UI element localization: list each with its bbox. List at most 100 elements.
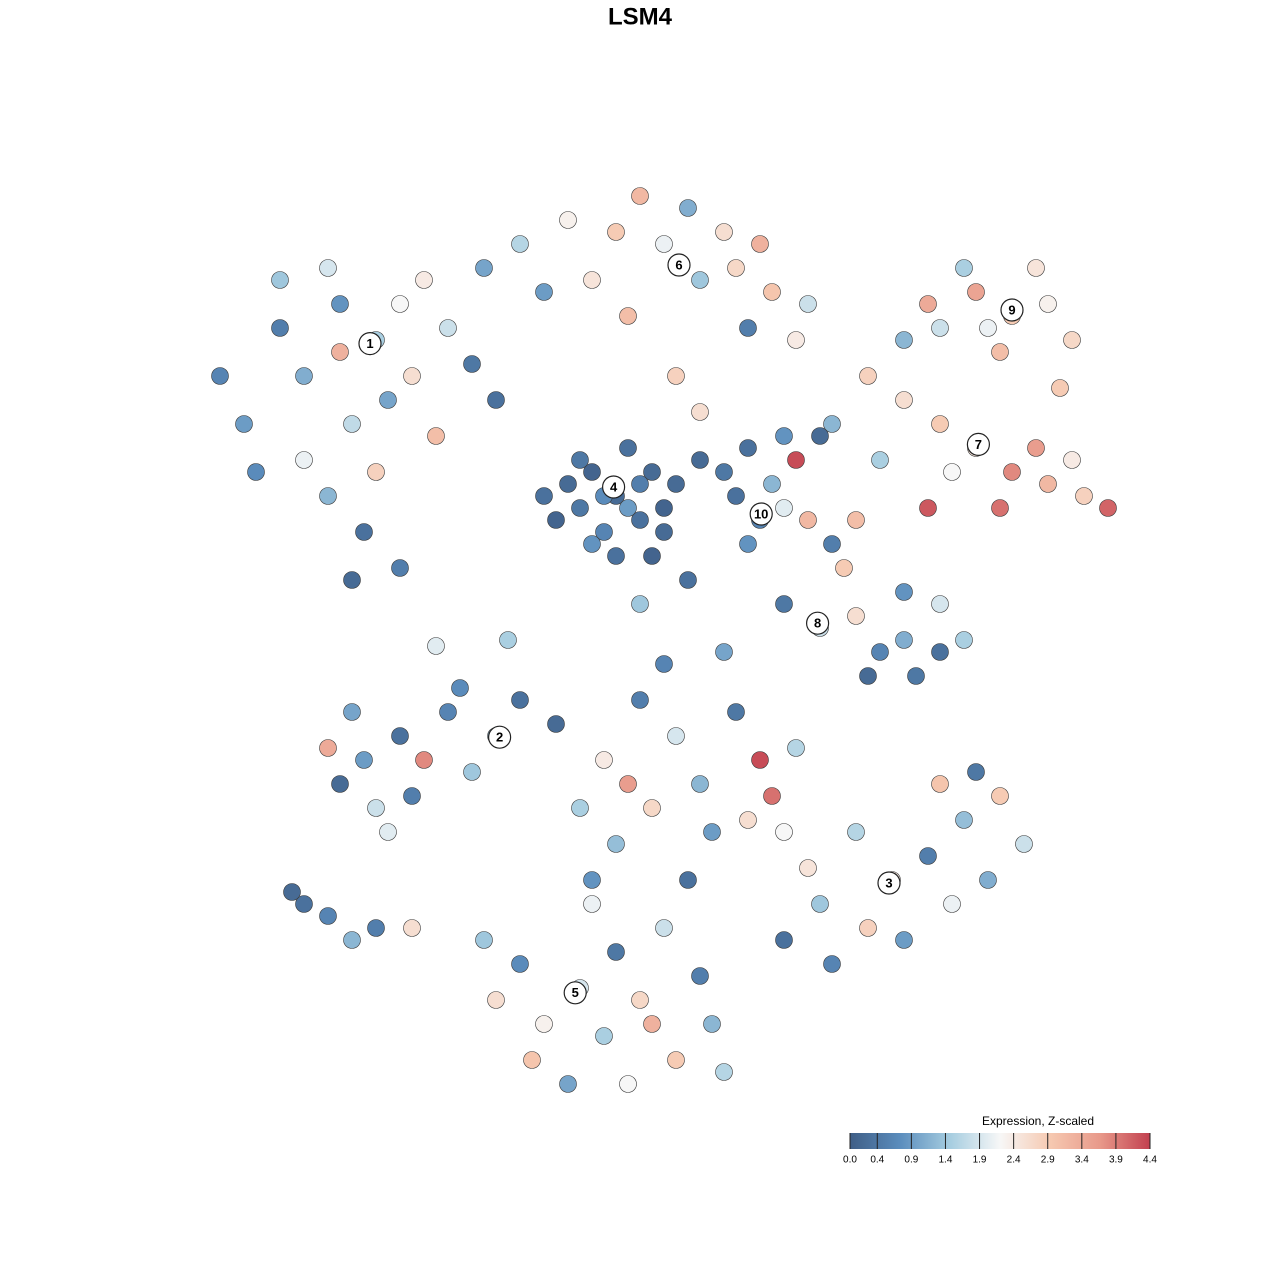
cell-point <box>271 271 289 289</box>
cell-point <box>751 751 769 769</box>
cell-point <box>775 499 793 517</box>
cell-point <box>931 319 949 337</box>
cell-point <box>751 235 769 253</box>
cell-point <box>859 919 877 937</box>
colorbar-tick-label: 2.4 <box>1007 1155 1021 1166</box>
cell-point <box>775 823 793 841</box>
cell-point <box>1015 835 1033 853</box>
cell-point <box>511 691 529 709</box>
cell-point <box>343 571 361 589</box>
colorbar-tick-label: 3.4 <box>1075 1155 1089 1166</box>
cell-point <box>439 703 457 721</box>
cell-point <box>379 391 397 409</box>
cell-point <box>787 331 805 349</box>
cell-point <box>991 343 1009 361</box>
cell-point <box>331 295 349 313</box>
cell-point <box>895 583 913 601</box>
cell-point <box>895 931 913 949</box>
colorbar-tick-label: 0.4 <box>870 1155 884 1166</box>
cell-point <box>715 463 733 481</box>
cell-point <box>775 931 793 949</box>
cell-point <box>535 283 553 301</box>
cell-point <box>343 703 361 721</box>
cell-point <box>607 223 625 241</box>
cell-point <box>475 259 493 277</box>
cell-point <box>799 859 817 877</box>
cluster-label: 6 <box>675 257 682 272</box>
cell-point <box>979 319 997 337</box>
cell-point <box>1039 295 1057 313</box>
cell-point <box>643 547 661 565</box>
cell-point <box>715 643 733 661</box>
cluster-label-badge <box>966 432 991 456</box>
cell-point <box>1051 379 1069 397</box>
cell-point <box>739 535 757 553</box>
cell-point <box>1003 463 1021 481</box>
cell-point <box>943 463 961 481</box>
cell-point <box>319 739 337 757</box>
cell-point <box>895 391 913 409</box>
cell-point <box>331 343 349 361</box>
cell-point <box>295 367 313 385</box>
cell-point <box>379 823 397 841</box>
cell-point <box>427 427 445 445</box>
cell-point <box>991 787 1009 805</box>
cell-point <box>343 415 361 433</box>
cluster-label: 4 <box>610 479 618 494</box>
cell-point <box>919 499 937 517</box>
cell-point <box>319 487 337 505</box>
cell-point <box>835 559 853 577</box>
cell-point <box>607 547 625 565</box>
cell-point <box>847 511 865 529</box>
cell-point <box>271 319 289 337</box>
cluster-label-badge <box>749 502 773 526</box>
cell-point <box>571 499 589 517</box>
cell-point <box>451 679 469 697</box>
cell-point <box>403 367 421 385</box>
cluster-label-badge <box>805 611 830 635</box>
cell-point <box>1063 331 1081 349</box>
cell-point <box>991 499 1009 517</box>
cell-point <box>427 637 445 655</box>
cell-point <box>643 799 661 817</box>
cell-point <box>583 871 601 889</box>
colorbar-tick-label: 0.0 <box>843 1155 857 1166</box>
cell-point <box>247 463 265 481</box>
cell-point <box>931 775 949 793</box>
cell-point <box>511 955 529 973</box>
cell-point <box>235 415 253 433</box>
cell-point <box>367 799 385 817</box>
cell-point <box>295 895 313 913</box>
cell-point <box>739 811 757 829</box>
cell-point <box>583 895 601 913</box>
cell-point <box>619 439 637 457</box>
cell-point <box>643 1015 661 1033</box>
cell-point <box>643 463 661 481</box>
cell-point <box>331 775 349 793</box>
cluster-label-badge <box>358 332 382 356</box>
cell-point <box>583 463 601 481</box>
cell-point <box>739 319 757 337</box>
cell-point <box>931 595 949 613</box>
cell-point <box>631 991 649 1009</box>
cell-point <box>871 643 889 661</box>
cell-point <box>787 739 805 757</box>
cell-point <box>295 451 313 469</box>
cell-point <box>391 559 409 577</box>
cell-point <box>1075 487 1093 505</box>
cell-point <box>559 475 577 493</box>
cell-point <box>487 991 505 1009</box>
cell-point <box>535 487 553 505</box>
cell-point <box>283 883 301 901</box>
colorbar-tick-label: 1.9 <box>973 1155 987 1166</box>
cell-point <box>871 451 889 469</box>
cluster-label: 7 <box>975 437 982 452</box>
cell-point <box>667 367 685 385</box>
cell-point <box>571 799 589 817</box>
cell-point <box>475 931 493 949</box>
cell-point <box>895 631 913 649</box>
cell-point <box>919 295 937 313</box>
cell-point <box>859 667 877 685</box>
cell-point <box>631 691 649 709</box>
